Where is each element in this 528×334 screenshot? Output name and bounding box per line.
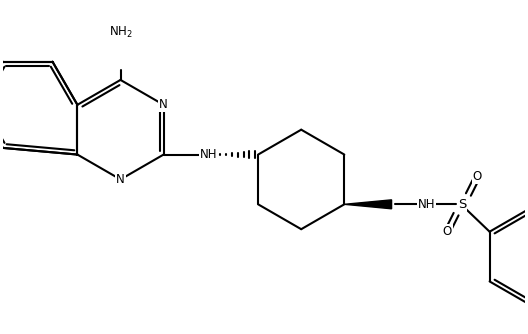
Text: S: S — [458, 198, 466, 211]
Text: NH: NH — [418, 198, 435, 211]
Text: O: O — [473, 170, 482, 183]
Text: N: N — [116, 173, 125, 186]
Text: NH$_2$: NH$_2$ — [109, 25, 133, 40]
Polygon shape — [344, 200, 392, 209]
Text: N: N — [159, 98, 168, 111]
Text: O: O — [442, 225, 452, 238]
Text: NH: NH — [200, 148, 217, 161]
